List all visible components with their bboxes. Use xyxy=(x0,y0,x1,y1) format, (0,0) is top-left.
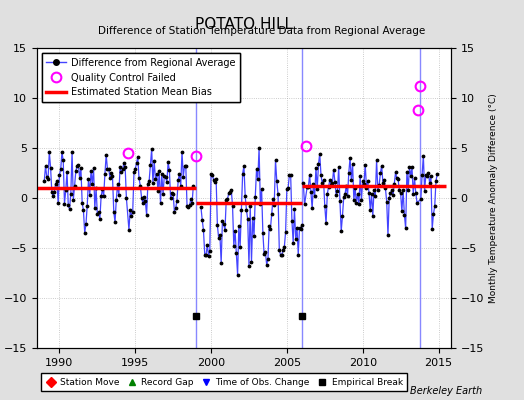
Legend: Station Move, Record Gap, Time of Obs. Change, Empirical Break: Station Move, Record Gap, Time of Obs. C… xyxy=(41,374,407,392)
Text: Difference of Station Temperature Data from Regional Average: Difference of Station Temperature Data f… xyxy=(99,26,425,36)
Legend: Difference from Regional Average, Quality Control Failed, Estimated Station Mean: Difference from Regional Average, Qualit… xyxy=(41,53,240,102)
Y-axis label: Monthly Temperature Anomaly Difference (°C): Monthly Temperature Anomaly Difference (… xyxy=(489,93,498,303)
Text: Berkeley Earth: Berkeley Earth xyxy=(410,386,482,396)
Title: POTATO HILL: POTATO HILL xyxy=(194,16,293,32)
